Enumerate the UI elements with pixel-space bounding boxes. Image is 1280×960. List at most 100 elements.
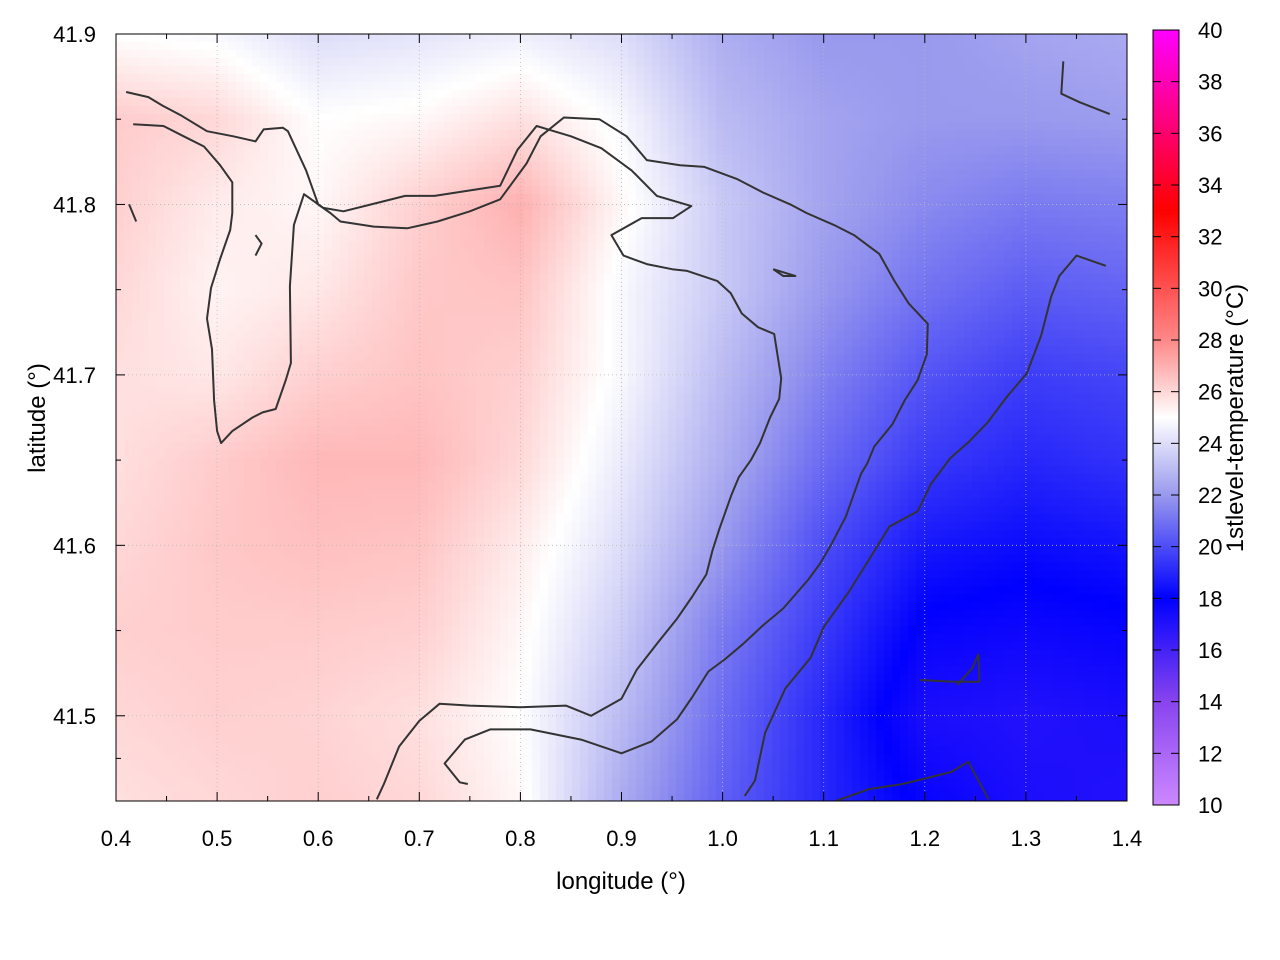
heat-cell: [148, 162, 157, 171]
heat-cell: [876, 42, 885, 51]
heat-cell: [636, 298, 645, 307]
heat-cell: [420, 82, 429, 91]
heat-cell: [620, 154, 629, 163]
heat-cell: [140, 98, 149, 107]
heat-cell: [292, 218, 301, 227]
heat-cell: [732, 98, 741, 107]
heat-cell: [532, 226, 541, 235]
heat-cell: [300, 282, 309, 291]
heat-cell: [812, 98, 821, 107]
heat-cell: [340, 258, 349, 267]
heat-cell: [844, 66, 853, 75]
heat-cell: [612, 242, 621, 251]
heat-cell: [724, 234, 733, 243]
heat-cell: [524, 322, 533, 331]
heat-cell: [444, 194, 453, 203]
heat-cell: [1020, 114, 1029, 123]
heat-cell: [644, 242, 653, 251]
heat-cell: [316, 266, 325, 275]
heat-cell: [772, 186, 781, 195]
heat-cell: [276, 226, 285, 235]
heat-cell: [724, 322, 733, 331]
heat-cell: [228, 162, 237, 171]
heat-cell: [116, 154, 125, 163]
heat-cell: [420, 290, 429, 299]
heat-cell: [572, 306, 581, 315]
heat-cell: [956, 162, 965, 171]
heat-cell: [1052, 58, 1061, 67]
heat-cell: [508, 98, 517, 107]
heat-cell: [380, 186, 389, 195]
heat-cell: [364, 266, 373, 275]
heat-cell: [444, 146, 453, 155]
heat-cell: [548, 330, 557, 339]
heat-cell: [1092, 42, 1101, 51]
heat-cell: [244, 250, 253, 259]
heat-cell: [220, 162, 229, 171]
heat-cell: [820, 258, 829, 267]
heat-cell: [148, 34, 157, 43]
heat-cell: [332, 202, 341, 211]
heat-cell: [412, 306, 421, 315]
heat-cell: [196, 330, 205, 339]
heat-cell: [212, 226, 221, 235]
heat-cell: [492, 266, 501, 275]
heat-cell: [924, 242, 933, 251]
heat-cell: [628, 154, 637, 163]
heat-cell: [1124, 170, 1127, 179]
heat-cell: [436, 90, 445, 99]
heat-cell: [620, 42, 629, 51]
heat-cell: [340, 330, 349, 339]
heat-cell: [812, 266, 821, 275]
heat-cell: [900, 122, 909, 131]
heat-cell: [276, 274, 285, 283]
heat-cell: [948, 314, 957, 323]
heat-cell: [804, 338, 813, 347]
heat-cell: [764, 82, 773, 91]
heat-cell: [540, 322, 549, 331]
heat-cell: [788, 338, 797, 347]
heat-cell: [140, 106, 149, 115]
heat-cell: [404, 66, 413, 75]
heat-cell: [844, 114, 853, 123]
heat-cell: [644, 202, 653, 211]
heat-cell: [124, 242, 133, 251]
heat-cell: [380, 146, 389, 155]
heat-cell: [524, 178, 533, 187]
heat-cell: [292, 42, 301, 51]
heat-cell: [716, 290, 725, 299]
heat-cell: [652, 90, 661, 99]
heat-cell: [244, 338, 253, 347]
heat-cell: [116, 282, 125, 291]
heat-cell: [292, 90, 301, 99]
heat-cell: [284, 314, 293, 323]
heat-cell: [284, 258, 293, 267]
heat-cell: [172, 194, 181, 203]
heat-cell: [764, 34, 773, 43]
heat-cell: [428, 314, 437, 323]
heat-cell: [796, 290, 805, 299]
heat-cell: [372, 322, 381, 331]
heat-cell: [1028, 82, 1037, 91]
heat-cell: [556, 218, 565, 227]
heat-cell: [316, 194, 325, 203]
heat-cell: [636, 234, 645, 243]
heat-cell: [724, 34, 733, 43]
heat-cell: [116, 218, 125, 227]
heat-cell: [348, 338, 357, 347]
heat-cell: [908, 170, 917, 179]
heat-cell: [1100, 202, 1109, 211]
heat-cell: [268, 34, 277, 43]
heat-cell: [500, 290, 509, 299]
heat-cell: [980, 202, 989, 211]
heat-cell: [348, 282, 357, 291]
heat-cell: [476, 162, 485, 171]
heat-cell: [444, 34, 453, 43]
heat-cell: [828, 146, 837, 155]
heat-cell: [764, 202, 773, 211]
heat-cell: [260, 210, 269, 219]
heat-cell: [428, 42, 437, 51]
heat-cell: [972, 242, 981, 251]
heat-cell: [356, 58, 365, 67]
heat-cell: [652, 306, 661, 315]
